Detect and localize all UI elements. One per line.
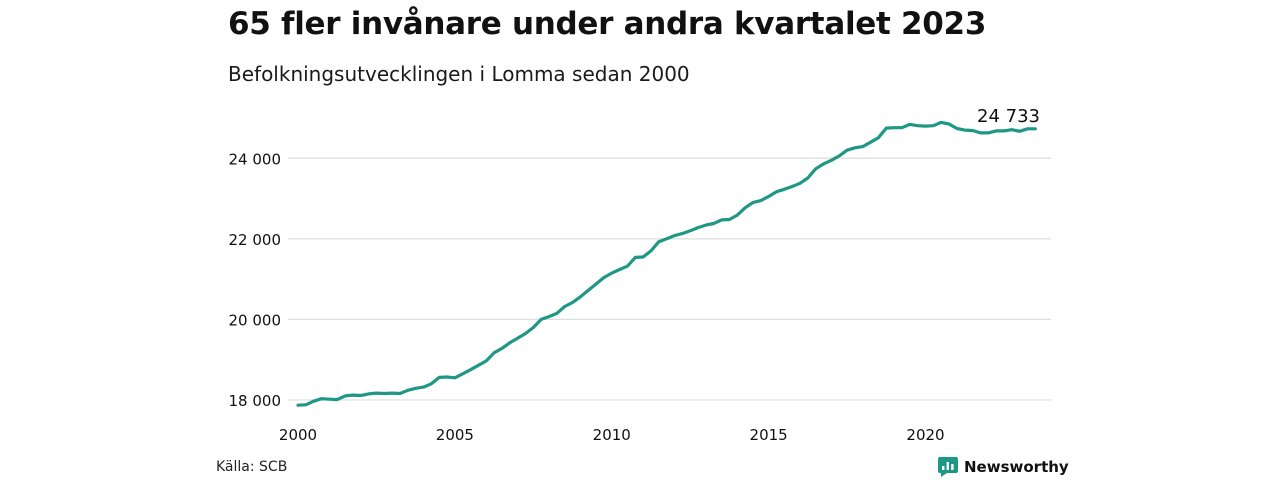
x-tick-label: 2010: [593, 426, 631, 444]
y-axis-ticks: 18 000 20 000 22 000 24 000: [229, 150, 282, 410]
last-value-label: 24 733: [977, 106, 1040, 127]
x-tick-label: 2005: [436, 426, 474, 444]
series-layer: [296, 120, 1037, 407]
line-chart: 18 000 20 000 22 000 24 000 2000 2005 2010 201…: [229, 106, 1051, 444]
source-note: Källa: SCB: [216, 459, 288, 475]
y-tick-label: 20 000: [229, 311, 282, 329]
y-tick-label: 18 000: [229, 392, 282, 410]
grid-lines: [288, 157, 1051, 401]
y-tick-label: 24 000: [229, 150, 282, 168]
population-line: [296, 120, 1037, 407]
y-tick-label: 22 000: [229, 231, 282, 249]
chart-subtitle: Befolkningsutvecklingen i Lomma sedan 20…: [228, 62, 690, 86]
brand-logo: Newsworthy: [938, 457, 1069, 477]
x-tick-label: 2000: [279, 426, 317, 444]
brand-name: Newsworthy: [964, 458, 1069, 476]
x-axis-ticks: 2000 2005 2010 2015 2020: [279, 426, 945, 444]
chart-title: 65 fler invånare under andra kvartalet 2…: [228, 6, 987, 42]
x-tick-label: 2015: [750, 426, 788, 444]
x-tick-label: 2020: [906, 426, 944, 444]
newsworthy-logo-icon: [938, 457, 958, 477]
